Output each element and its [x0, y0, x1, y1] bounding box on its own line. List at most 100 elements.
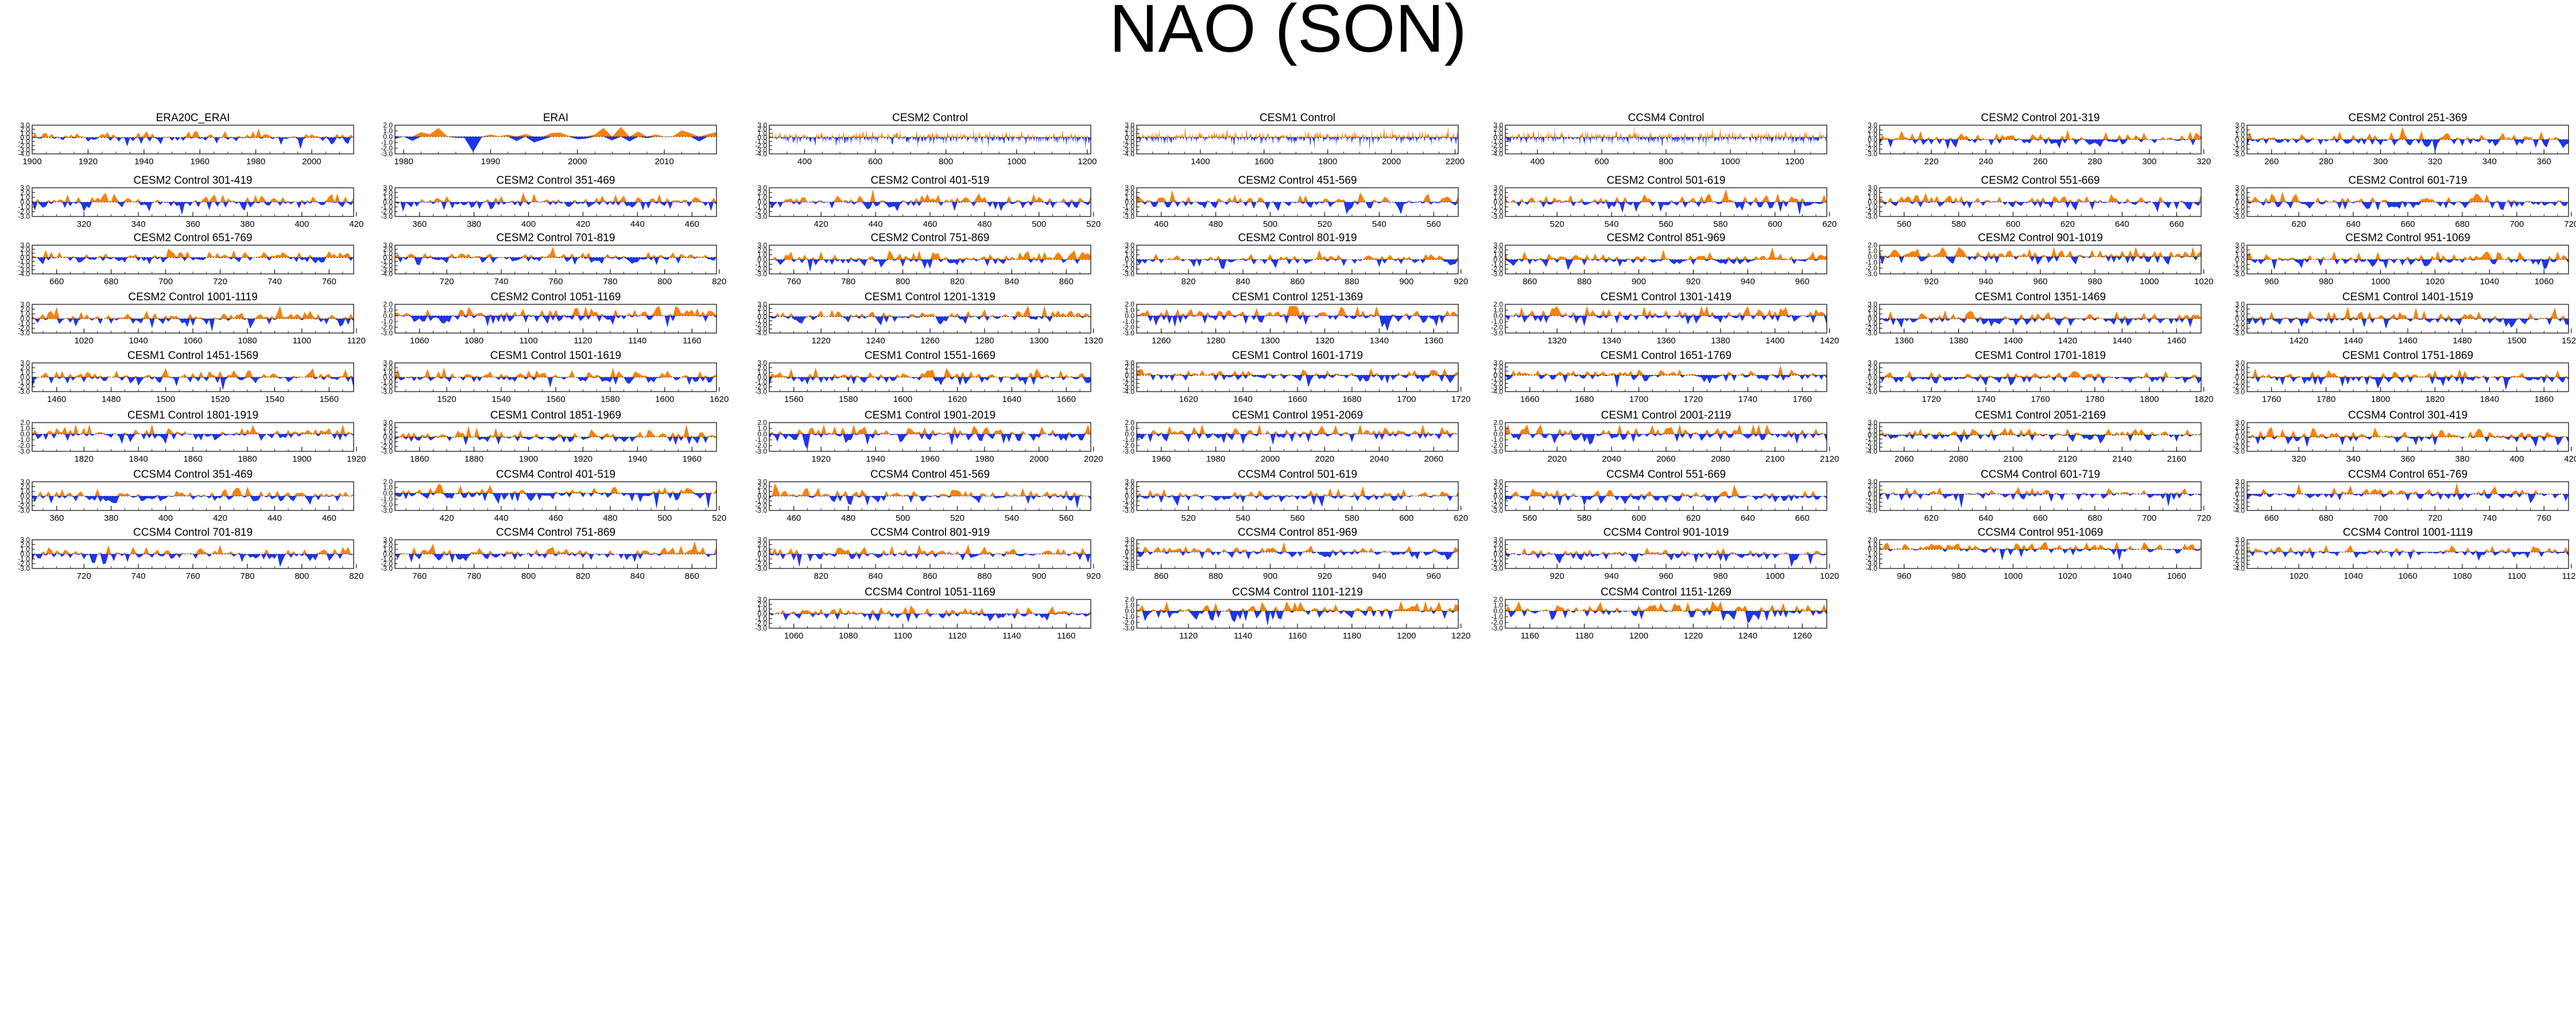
y-tick-label: 2.0 — [1493, 540, 1503, 548]
panel-44: CCSM4 Control 451-569 3.02.01.00.0-1.0-2.… — [755, 469, 1091, 523]
y-tick-label: -3.0 — [1865, 388, 1877, 396]
y-tick-label: -4.0 — [1491, 388, 1503, 396]
y-tick-label: 0.0 — [1125, 133, 1134, 141]
y-tick-label: -2.0 — [755, 265, 767, 273]
x-tick-label: 740 — [494, 277, 509, 287]
x-tick-label: 1140 — [628, 336, 646, 346]
positive-area — [1880, 247, 2201, 257]
negative-area — [1137, 552, 1458, 560]
y-tick-label: 2.0 — [1868, 536, 1877, 544]
y-tick-label: 0.0 — [20, 430, 30, 438]
y-tick-label: -1.0 — [2233, 319, 2245, 327]
x-tick-label: 480 — [603, 513, 617, 523]
y-tick-label: 3.0 — [2235, 359, 2245, 367]
positive-area — [1880, 486, 2201, 494]
x-tick-label: 1000 — [1765, 571, 1784, 581]
y-tick-label: -2.0 — [755, 442, 767, 450]
y-tick-label: 3.0 — [1868, 184, 1877, 192]
x-tick-label: 1600 — [893, 394, 912, 404]
y-tick-label: 2.0 — [1868, 305, 1877, 313]
x-tick-label: 800 — [896, 277, 910, 287]
y-tick-label: -3.0 — [18, 564, 30, 572]
x-tick-label: 1520 — [2562, 336, 2576, 346]
negative-area — [1137, 375, 1458, 388]
x-tick-label: 1780 — [2085, 394, 2104, 404]
panel-24: CESM1 Control 1251-1369 2.01.00.0-1.0-2.0… — [1122, 291, 1459, 346]
y-tick-label: 0.0 — [757, 610, 767, 618]
x-tick-label: 320 — [2197, 157, 2211, 167]
y-tick-label: -2.0 — [1122, 380, 1134, 388]
panel-46: CCSM4 Control 551-669 3.02.01.00.0-1.0-2.… — [1491, 469, 1827, 523]
y-tick-label: 3.0 — [383, 359, 393, 367]
positive-area — [1880, 427, 2201, 435]
positive-area — [2247, 191, 2569, 202]
positive-area — [1137, 250, 1458, 260]
negative-area — [1505, 375, 1827, 388]
y-tick-label: 2.0 — [1493, 482, 1503, 490]
x-tick-label: 740 — [131, 571, 146, 581]
panel-43: CCSM4 Control 401-519 2.01.00.0-1.0-2.0-3… — [381, 469, 726, 523]
panel-39: CESM1 Control 2001-2119 2.01.00.0-1.0-2.0… — [1491, 409, 1839, 464]
x-tick-label: 920 — [1454, 277, 1468, 287]
y-tick-label: -1.0 — [18, 319, 30, 327]
y-tick-label: 1.0 — [20, 129, 30, 137]
x-tick-label: 320 — [2292, 454, 2306, 464]
plot-frame — [32, 125, 354, 154]
y-tick-label: -3.0 — [1122, 506, 1134, 514]
x-tick-label: 700 — [2142, 513, 2156, 523]
y-tick-label: -1.0 — [755, 138, 767, 146]
y-tick-label: -3.0 — [1865, 443, 1877, 451]
x-tick-label: 360 — [185, 219, 200, 229]
y-tick-label: -4.0 — [1122, 388, 1134, 396]
panel-title: CCSM4 Control 1101-1219 — [1232, 586, 1363, 598]
x-tick-label: 1020 — [2289, 571, 2308, 581]
x-tick-label: 780 — [467, 571, 481, 581]
y-tick-label: 0.0 — [1493, 430, 1503, 438]
x-tick-label: 1100 — [893, 631, 912, 641]
y-tick-label: -3.0 — [1122, 447, 1134, 455]
y-tick-label: -3.0 — [1491, 624, 1503, 632]
y-tick-label: -3.0 — [755, 146, 767, 154]
panel-title: ERAI — [543, 112, 568, 124]
y-tick-label: 0.0 — [1868, 490, 1877, 498]
x-tick-label: 1420 — [1820, 336, 1839, 346]
x-tick-label: 1720 — [1451, 394, 1470, 404]
x-tick-label: 840 — [869, 571, 883, 581]
x-tick-label: 1360 — [1895, 336, 1913, 346]
y-tick-label: -1.0 — [381, 138, 393, 146]
positive-area — [2247, 427, 2569, 437]
x-tick-label: 1060 — [183, 336, 202, 346]
positive-area — [1137, 486, 1458, 496]
panel-title: CESM1 Control 1401-1519 — [2342, 291, 2473, 303]
y-tick-label: -2.0 — [381, 501, 393, 509]
y-tick-label: -3.0 — [755, 270, 767, 278]
x-tick-label: 2020 — [1315, 454, 1334, 464]
y-tick-label: 0.0 — [1868, 198, 1877, 206]
positive-area — [1880, 370, 2201, 377]
y-tick-label: 2.0 — [383, 121, 393, 129]
y-tick-label: 3.0 — [757, 184, 767, 192]
y-tick-label: -2.0 — [1122, 618, 1134, 626]
y-tick-label: -3.0 — [755, 388, 767, 396]
x-tick-label: 380 — [467, 219, 481, 229]
y-tick-label: 0.0 — [1125, 371, 1134, 379]
y-tick-label: -1.0 — [18, 555, 30, 563]
positive-area — [769, 305, 1091, 317]
panel-title: CCSM4 Control 1001-1119 — [2343, 527, 2473, 539]
x-tick-label: 1720 — [1684, 394, 1703, 404]
x-tick-label: 1160 — [1057, 631, 1075, 641]
y-tick-label: 0.0 — [383, 373, 393, 381]
y-tick-label: -3.0 — [381, 564, 393, 572]
y-tick-label: -3.0 — [1122, 624, 1134, 632]
y-tick-label: -1.0 — [1865, 378, 1877, 386]
panel-title: CESM1 Control 1351-1469 — [1975, 291, 2106, 303]
negative-area — [32, 434, 354, 444]
y-tick-label: -1.0 — [1122, 260, 1134, 268]
y-tick-label: -3.0 — [755, 212, 767, 220]
y-tick-label: 1.0 — [2235, 310, 2245, 318]
y-tick-label: 1.0 — [20, 369, 30, 377]
x-tick-label: 920 — [1550, 571, 1564, 581]
x-tick-label: 1280 — [1206, 336, 1225, 346]
plot-frame — [769, 125, 1091, 154]
y-tick-label: -1.0 — [18, 203, 30, 211]
